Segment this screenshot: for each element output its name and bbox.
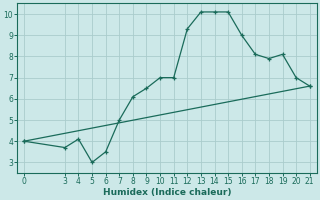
X-axis label: Humidex (Indice chaleur): Humidex (Indice chaleur) (103, 188, 231, 197)
